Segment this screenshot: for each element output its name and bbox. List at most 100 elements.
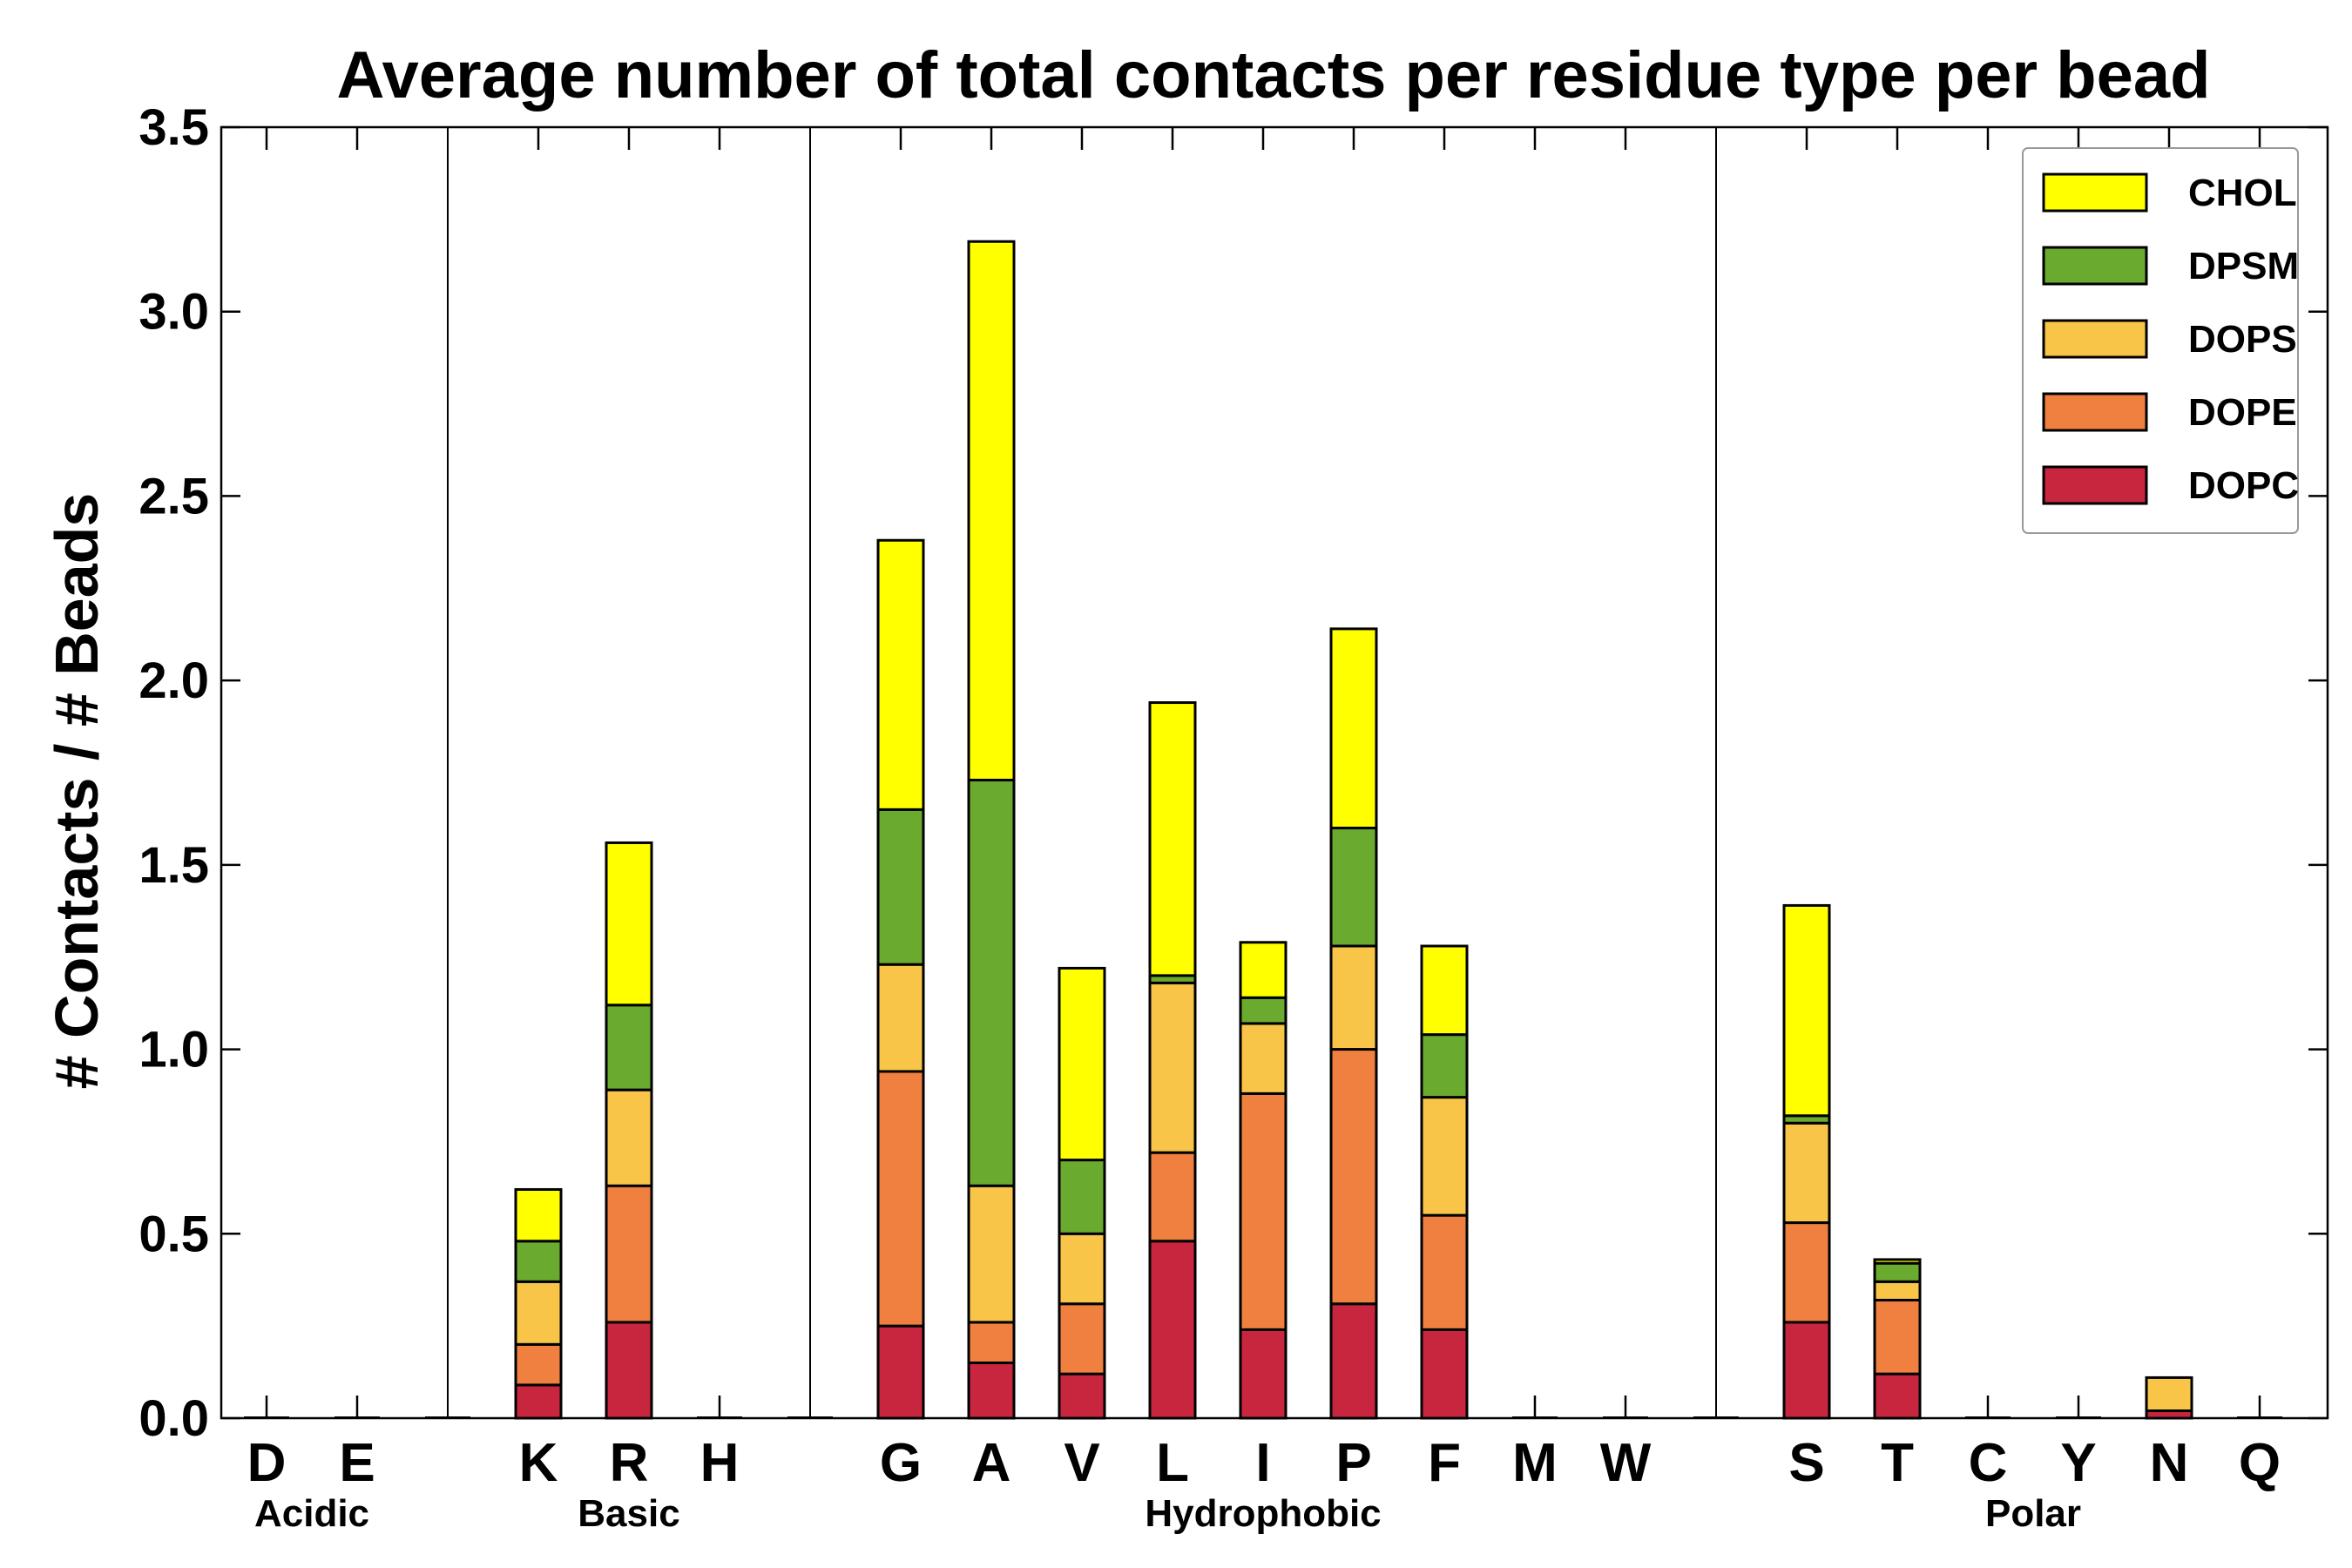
chart-title: Average number of total contacts per res…: [336, 38, 2210, 112]
bar-segment-dopc-v: [1058, 1372, 1106, 1420]
y-tick-label: 3.5: [139, 99, 209, 156]
bar-segment-chol-s: [1782, 903, 1831, 1118]
y-tick-label: 0.0: [139, 1390, 209, 1447]
bar-segment-dops-l: [1148, 981, 1197, 1154]
bar-segment-dope-v: [1058, 1302, 1106, 1375]
bar-segment-dops-r: [605, 1088, 653, 1187]
y-tick-label: 1.0: [139, 1022, 209, 1078]
x-tick-label: C: [1969, 1433, 2008, 1493]
bar-segment-dopc-i: [1239, 1328, 1288, 1420]
bar-segment-dpsm-f: [1420, 1033, 1469, 1099]
group-label-acidic: Acidic: [254, 1492, 369, 1535]
x-tick-label: T: [1881, 1433, 1914, 1493]
group-label-basic: Basic: [578, 1492, 679, 1535]
y-tick-label: 2.5: [139, 468, 209, 524]
legend-swatch-dopc: [2042, 465, 2148, 505]
bar-segment-dopc-p: [1329, 1302, 1378, 1420]
legend-swatch-dpsm: [2042, 246, 2148, 286]
x-tick-label: E: [339, 1433, 375, 1493]
x-tick-label: I: [1255, 1433, 1270, 1493]
bar-segment-dops-s: [1782, 1121, 1831, 1225]
x-tick-label: Y: [2060, 1433, 2096, 1493]
legend-swatch-chol: [2042, 172, 2148, 213]
x-tick-label: P: [1335, 1433, 1371, 1493]
bar-segment-chol-g: [876, 538, 925, 811]
bar-segment-dope-f: [1420, 1213, 1469, 1331]
bar-segment-dops-i: [1239, 1022, 1288, 1095]
bar-segment-chol-l: [1148, 701, 1197, 977]
legend-label-dopc: DOPC: [2188, 464, 2299, 507]
bar-segment-dpsm-p: [1329, 827, 1378, 948]
bar-segment-chol-p: [1329, 627, 1378, 830]
bar-segment-dopc-f: [1420, 1328, 1469, 1420]
bar-segment-dpsm-g: [876, 808, 925, 966]
bar-segment-dope-r: [605, 1184, 653, 1324]
bar-segment-dpsm-v: [1058, 1159, 1106, 1235]
x-tick-label: V: [1064, 1433, 1099, 1493]
legend-swatch-dope: [2042, 392, 2148, 432]
bar-segment-dops-n: [2145, 1375, 2193, 1413]
bar-segment-dops-v: [1058, 1232, 1106, 1306]
x-tick-label: W: [1600, 1433, 1652, 1493]
x-tick-label: A: [972, 1433, 1011, 1493]
y-tick-label: 2.0: [139, 652, 209, 709]
x-tick-label: H: [700, 1433, 740, 1493]
bar-segment-chol-i: [1239, 941, 1288, 999]
bar-segment-chol-r: [605, 841, 653, 1007]
x-tick-label: Q: [2239, 1433, 2281, 1493]
bar-segment-dopc-t: [1873, 1372, 1922, 1420]
bar-segment-dpsm-r: [605, 1004, 653, 1092]
bar-segment-dops-a: [967, 1184, 1016, 1324]
bar-segment-dops-f: [1420, 1096, 1469, 1217]
bar-segment-dope-k: [514, 1342, 563, 1387]
y-tick-label: 3.0: [139, 284, 209, 341]
bar-segment-dopc-g: [876, 1324, 925, 1420]
legend-swatch-dops: [2042, 319, 2148, 359]
legend: CHOL DPSM DOPS DOPE DOPC: [2022, 147, 2299, 534]
x-tick-label: G: [880, 1433, 922, 1493]
bar-segment-dpsm-t: [1873, 1261, 1922, 1283]
legend-label-dpsm: DPSM: [2188, 245, 2299, 287]
x-tick-label: D: [247, 1433, 287, 1493]
bar-segment-dope-i: [1239, 1092, 1288, 1331]
group-label-polar: Polar: [1985, 1492, 2081, 1535]
group-label-hydrophobic: Hydrophobic: [1145, 1492, 1381, 1535]
bar-segment-chol-t: [1873, 1258, 1922, 1265]
legend-label-chol: CHOL: [2188, 172, 2297, 214]
bar-segment-chol-k: [514, 1187, 563, 1243]
bar-segment-dopc-a: [967, 1361, 1016, 1420]
plot-area: 0.0 0.5 1.0 1.5 2.0 2.5 3.0 3.5 D E K R H G A V L I P F M W S T…: [139, 99, 2329, 1535]
x-tick-label: N: [2150, 1433, 2189, 1493]
x-tick-label: M: [1512, 1433, 1558, 1493]
y-tick-label: 0.5: [139, 1206, 209, 1262]
bar-segment-dopc-s: [1782, 1321, 1831, 1420]
bar-segment-dops-g: [876, 963, 925, 1073]
x-tick-label: K: [519, 1433, 558, 1493]
bar-segment-dopc-r: [605, 1321, 653, 1420]
bar-segment-dops-t: [1873, 1280, 1922, 1302]
bar-segment-dopc-l: [1148, 1240, 1197, 1420]
bar-segment-dope-s: [1782, 1221, 1831, 1324]
legend-label-dops: DOPS: [2188, 318, 2297, 361]
legend-label-dope: DOPE: [2188, 391, 2297, 434]
bar-segment-dope-t: [1873, 1299, 1922, 1375]
x-tick-label: R: [610, 1433, 649, 1493]
bar-segment-dope-l: [1148, 1151, 1197, 1243]
bar-segment-chol-f: [1420, 944, 1469, 1037]
bar-segment-dpsm-i: [1239, 996, 1288, 1025]
bar-segment-dope-a: [967, 1321, 1016, 1364]
bar-segment-dopc-k: [514, 1383, 563, 1420]
y-axis-label: # Contacts / # Beads: [43, 493, 111, 1090]
bar-segment-dope-p: [1329, 1048, 1378, 1306]
bar-segment-dpsm-k: [514, 1240, 563, 1283]
bar-segment-dope-g: [876, 1070, 925, 1328]
bar-segment-dops-k: [514, 1280, 563, 1346]
bar-segment-dpsm-a: [967, 778, 1016, 1187]
bar-segment-dops-p: [1329, 944, 1378, 1051]
x-tick-label: L: [1156, 1433, 1189, 1493]
bar-segment-chol-v: [1058, 966, 1106, 1162]
x-tick-label: F: [1428, 1433, 1461, 1493]
x-tick-label: S: [1788, 1433, 1824, 1493]
legend-box: [2022, 147, 2299, 534]
